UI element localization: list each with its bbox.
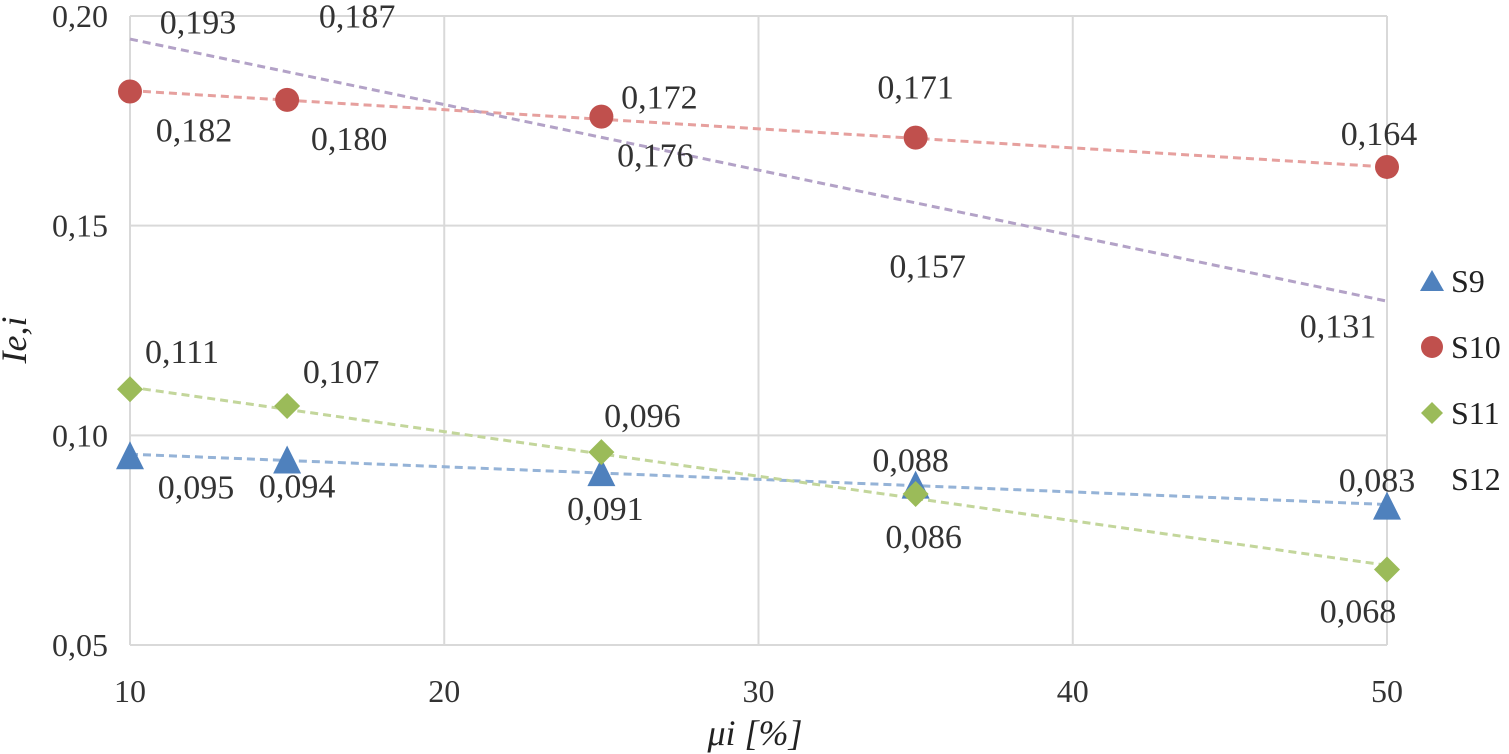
data-label-s12: 0,187 [319,0,396,36]
data-label-s10: 0,176 [617,138,694,175]
x-tick-label: 20 [428,673,460,709]
marker-s10 [903,125,928,150]
legend: S9 S10 S11 S12 [1420,263,1501,497]
y-tick-label: 0,20 [52,0,108,34]
marker-s11 [1374,556,1400,583]
trendlines [129,37,1388,567]
marker-s9 [116,441,144,470]
data-label-s9: 0,094 [259,468,336,505]
data-label-s12: 0,131 [1300,308,1377,345]
data-label-s11: 0,086 [885,519,962,556]
marker-s9 [273,445,302,474]
y-tick-label: 0,15 [52,208,108,244]
data-labels: 0,095 0,094 0,091 0,088 0,083 0,182 0,180 0,176… [145,0,1417,631]
trendline-s10 [129,89,1388,169]
grid [129,15,1388,646]
data-label-s10: 0,182 [156,112,233,149]
legend-label-s12: S12 [1451,461,1501,497]
x-tick-label: 30 [743,673,775,709]
marker-s10 [589,104,614,129]
y-tick-labels: 0,05 0,10 0,15 0,20 [52,0,108,663]
data-label-s10: 0,171 [877,70,954,107]
x-tick-label: 50 [1371,673,1403,709]
marker-s11 [274,392,301,419]
y-tick-label: 0,05 [52,627,108,663]
data-label-s10: 0,164 [1341,116,1418,153]
x-tick-labels: 10 20 30 40 50 [114,673,1403,709]
legend-label-s9: S9 [1451,263,1485,299]
data-label-s9: 0,088 [872,443,949,480]
marker-s10 [1375,154,1399,179]
data-label-s12: 0,172 [621,79,698,116]
legend-marker-s11 [1421,402,1443,424]
marker-s9 [1373,491,1401,520]
trendline-s12 [129,37,1388,303]
data-label-s11: 0,068 [1320,594,1397,631]
legend-marker-s9 [1420,270,1444,291]
marker-s11 [902,481,929,508]
x-tick-label: 40 [1057,673,1089,709]
y-tick-label: 0,10 [52,417,108,453]
marker-s9 [587,458,616,487]
data-label-s11: 0,096 [604,398,681,435]
data-label-s9: 0,095 [158,469,235,506]
data-label-s9: 0,083 [1339,463,1416,500]
trendline-s11 [129,385,1388,567]
legend-label-s11: S11 [1451,395,1500,431]
markers [116,79,1401,583]
data-label-s12: 0,193 [160,4,237,41]
marker-s10 [275,87,300,112]
marker-s11 [117,376,143,403]
trendline-s9 [129,452,1388,507]
marker-s11 [588,439,615,466]
x-tick-label: 10 [114,673,146,709]
legend-marker-s10 [1421,336,1443,358]
data-label-s12: 0,157 [889,248,966,285]
data-label-s10: 0,180 [311,121,388,158]
x-axis-title: μi [%] [706,713,802,753]
data-label-s11: 0,111 [145,334,219,371]
data-label-s11: 0,107 [303,354,380,391]
data-label-s9: 0,091 [567,491,644,528]
legend-label-s10: S10 [1451,329,1501,365]
marker-s10 [118,79,142,104]
y-axis-title: Ie,i [0,317,34,365]
